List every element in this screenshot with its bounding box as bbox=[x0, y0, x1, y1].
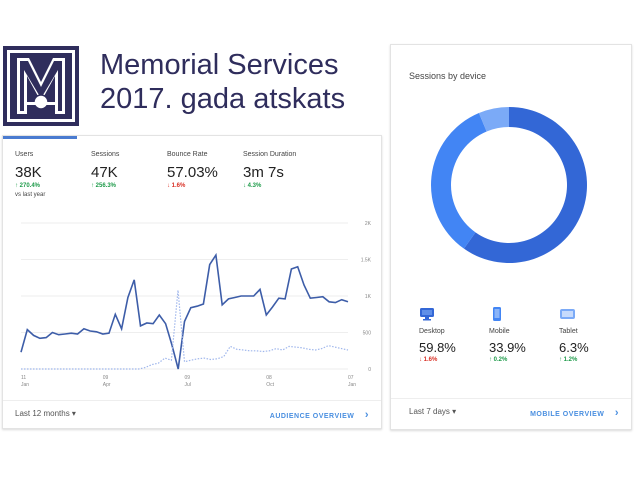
metric-sessions[interactable]: Sessions 47K ↑ 256.3% bbox=[91, 151, 167, 198]
svg-text:0: 0 bbox=[368, 367, 371, 373]
metric-value: 47K bbox=[91, 164, 118, 181]
device-mobile: Mobile 33.9% ↑ 0.2% bbox=[489, 307, 559, 363]
metrics-row: Users 38K ↑ 270.4% vs last year Sessions… bbox=[15, 151, 319, 198]
metric-value: 3m 7s bbox=[243, 164, 284, 181]
metric-label: Users bbox=[15, 151, 34, 158]
svg-text:500: 500 bbox=[363, 331, 372, 337]
svg-text:1.5K: 1.5K bbox=[361, 258, 372, 264]
device-label: Desktop bbox=[419, 328, 445, 335]
desktop-icon bbox=[420, 308, 434, 321]
device-label: Mobile bbox=[489, 328, 510, 335]
device-change: ↑ 0.2% bbox=[489, 357, 508, 363]
date-range-dropdown[interactable]: Last 12 months ▾ bbox=[15, 409, 76, 418]
metric-change: ↑ 270.4% bbox=[15, 183, 41, 189]
svg-text:1K: 1K bbox=[365, 294, 372, 300]
audience-card: Users 38K ↑ 270.4% vs last year Sessions… bbox=[2, 135, 382, 429]
date-range-dropdown[interactable]: Last 7 days ▾ bbox=[409, 407, 457, 416]
metric-change: ↑ 256.3% bbox=[91, 183, 117, 189]
metric-label: Sessions bbox=[91, 151, 120, 158]
device-value: 59.8% bbox=[419, 340, 456, 355]
mobile-overview-label: MOBILE OVERVIEW bbox=[530, 411, 605, 418]
device-card-footer: Last 7 days ▾ MOBILE OVERVIEW › bbox=[391, 398, 631, 429]
chevron-right-icon: › bbox=[614, 407, 619, 419]
svg-text:09: 09 bbox=[185, 375, 191, 381]
metric-value: 57.03% bbox=[167, 164, 218, 181]
svg-text:08: 08 bbox=[266, 375, 272, 381]
svg-text:11: 11 bbox=[21, 375, 26, 381]
chevron-right-icon: › bbox=[364, 409, 369, 421]
metric-users[interactable]: Users 38K ↑ 270.4% vs last year bbox=[15, 151, 91, 198]
donut-slice-mobile[interactable] bbox=[431, 113, 487, 249]
device-change: ↓ 1.6% bbox=[419, 357, 438, 363]
report-title: Memorial Services 2017. gada atskats bbox=[100, 48, 345, 116]
svg-text:Oct: Oct bbox=[266, 382, 274, 388]
active-tab-indicator bbox=[3, 136, 77, 139]
metric-session-duration[interactable]: Session Duration 3m 7s ↓ 4.3% bbox=[243, 151, 319, 198]
svg-text:Jan: Jan bbox=[21, 382, 29, 388]
metric-change: ↓ 1.6% bbox=[167, 183, 186, 189]
device-tablet: Tablet 6.3% ↑ 1.2% bbox=[559, 307, 629, 363]
sessions-by-device-card: Sessions by device Desktop 59.8% ↓ 1.6% … bbox=[390, 44, 632, 430]
audience-card-footer: Last 12 months ▾ AUDIENCE OVERVIEW › bbox=[3, 400, 381, 428]
metric-bounce-rate[interactable]: Bounce Rate 57.03% ↓ 1.6% bbox=[167, 151, 243, 198]
svg-text:09: 09 bbox=[103, 375, 109, 381]
metric-change: ↓ 4.3% bbox=[243, 183, 262, 189]
audience-overview-link[interactable]: AUDIENCE OVERVIEW › bbox=[270, 409, 369, 421]
svg-text:07: 07 bbox=[348, 375, 354, 381]
sessions-donut-chart bbox=[431, 107, 587, 263]
title-line-1: Memorial Services bbox=[100, 49, 339, 81]
device-value: 6.3% bbox=[559, 340, 589, 355]
tablet-icon bbox=[560, 309, 575, 319]
card-title: Sessions by device bbox=[409, 71, 487, 81]
title-line-2: 2017. gada atskats bbox=[100, 83, 346, 115]
device-desktop: Desktop 59.8% ↓ 1.6% bbox=[419, 307, 489, 363]
mobile-icon bbox=[493, 307, 501, 321]
metric-value: 38K bbox=[15, 164, 42, 181]
device-label: Tablet bbox=[559, 328, 578, 335]
svg-text:2K: 2K bbox=[365, 221, 372, 227]
device-change: ↑ 1.2% bbox=[559, 357, 578, 363]
memorial-services-logo bbox=[3, 46, 79, 126]
mobile-overview-link[interactable]: MOBILE OVERVIEW › bbox=[530, 407, 619, 419]
svg-text:Apr: Apr bbox=[103, 382, 111, 388]
metric-label: Bounce Rate bbox=[167, 151, 208, 158]
svg-text:Jan: Jan bbox=[348, 382, 356, 388]
svg-text:Jul: Jul bbox=[185, 382, 191, 388]
metric-label: Session Duration bbox=[243, 151, 297, 158]
metric-comparison: vs last year bbox=[15, 192, 46, 198]
donut-slice-tablet[interactable] bbox=[478, 107, 509, 132]
device-value: 33.9% bbox=[489, 340, 526, 355]
audience-overview-label: AUDIENCE OVERVIEW bbox=[269, 413, 355, 420]
device-breakdown: Desktop 59.8% ↓ 1.6% Mobile 33.9% ↑ 0.2%… bbox=[419, 307, 629, 363]
donut-slice-desktop[interactable] bbox=[463, 107, 587, 263]
